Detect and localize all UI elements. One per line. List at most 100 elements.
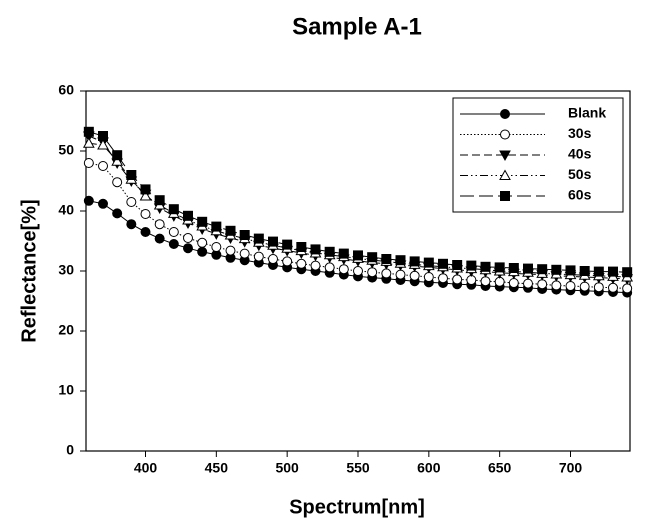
legend-label: 30s — [568, 125, 592, 141]
marker — [225, 245, 236, 256]
marker — [523, 263, 533, 274]
y-axis-label: Reflectance[%] — [18, 199, 40, 342]
marker — [253, 233, 264, 244]
marker — [324, 246, 335, 257]
marker — [579, 266, 590, 276]
marker — [197, 246, 208, 257]
marker — [112, 177, 123, 188]
marker — [197, 216, 208, 227]
marker — [183, 233, 193, 243]
marker — [111, 155, 124, 166]
marker — [452, 274, 463, 285]
marker — [211, 242, 222, 252]
y-tick-label: 0 — [66, 442, 74, 458]
y-tick-label: 60 — [58, 82, 74, 98]
legend-marker — [499, 150, 511, 162]
marker — [593, 266, 604, 277]
marker — [268, 254, 278, 264]
marker — [140, 184, 151, 195]
marker — [282, 239, 293, 250]
marker — [126, 197, 137, 207]
marker — [565, 281, 576, 291]
marker — [551, 280, 562, 291]
legend-marker — [499, 169, 511, 180]
y-tick-label: 50 — [58, 142, 74, 158]
legend-label: 50s — [568, 166, 592, 182]
marker — [112, 150, 123, 161]
marker — [310, 260, 321, 271]
marker — [494, 262, 505, 273]
marker — [83, 158, 94, 168]
marker — [197, 237, 208, 248]
marker — [140, 227, 151, 237]
marker — [622, 283, 633, 294]
marker — [423, 257, 434, 268]
marker — [537, 279, 548, 290]
marker — [608, 282, 618, 293]
marker — [622, 267, 633, 278]
marker — [98, 131, 108, 141]
marker — [154, 233, 165, 244]
marker — [183, 210, 193, 221]
marker — [83, 126, 94, 137]
y-tick-label: 40 — [58, 202, 74, 218]
legend-marker — [500, 191, 510, 201]
marker — [126, 170, 137, 180]
x-tick-label: 400 — [134, 460, 158, 476]
marker — [438, 273, 448, 284]
marker — [98, 198, 108, 209]
marker — [480, 276, 491, 287]
marker — [282, 256, 293, 267]
marker — [423, 272, 434, 282]
marker — [367, 267, 378, 278]
x-tick-label: 650 — [488, 460, 512, 476]
y-tick-label: 30 — [58, 262, 74, 278]
x-tick-label: 550 — [346, 460, 370, 476]
marker — [353, 266, 363, 276]
legend-label: Blank — [568, 105, 606, 121]
marker — [154, 195, 165, 206]
marker — [523, 278, 533, 289]
marker — [608, 266, 618, 277]
marker — [112, 208, 123, 219]
legend-label: 60s — [568, 187, 592, 203]
marker — [409, 256, 420, 267]
marker — [168, 227, 179, 237]
marker — [83, 195, 94, 206]
marker — [154, 219, 165, 230]
marker — [381, 254, 392, 264]
marker — [126, 219, 137, 230]
marker — [310, 244, 321, 255]
x-tick-label: 450 — [205, 460, 229, 476]
marker — [168, 239, 179, 249]
marker — [324, 262, 335, 273]
marker — [395, 269, 406, 280]
marker — [579, 281, 590, 292]
marker — [367, 252, 378, 263]
marker — [551, 264, 562, 275]
marker — [239, 248, 250, 259]
marker — [353, 250, 363, 261]
marker — [508, 263, 519, 273]
marker — [452, 260, 463, 270]
marker — [466, 260, 477, 271]
marker — [98, 161, 108, 171]
marker — [168, 204, 179, 215]
marker — [296, 242, 307, 252]
chart-title: Sample A-1 — [292, 13, 422, 40]
marker — [593, 282, 604, 293]
legend-marker — [500, 109, 510, 119]
marker — [296, 258, 307, 269]
marker — [225, 225, 236, 236]
marker — [239, 230, 250, 240]
marker — [97, 138, 109, 150]
x-tick-label: 600 — [417, 460, 441, 476]
x-tick-label: 700 — [559, 460, 583, 476]
marker — [211, 221, 222, 232]
marker — [139, 189, 152, 201]
marker — [508, 278, 519, 288]
marker — [381, 268, 392, 279]
marker — [395, 255, 406, 266]
marker — [82, 137, 95, 148]
